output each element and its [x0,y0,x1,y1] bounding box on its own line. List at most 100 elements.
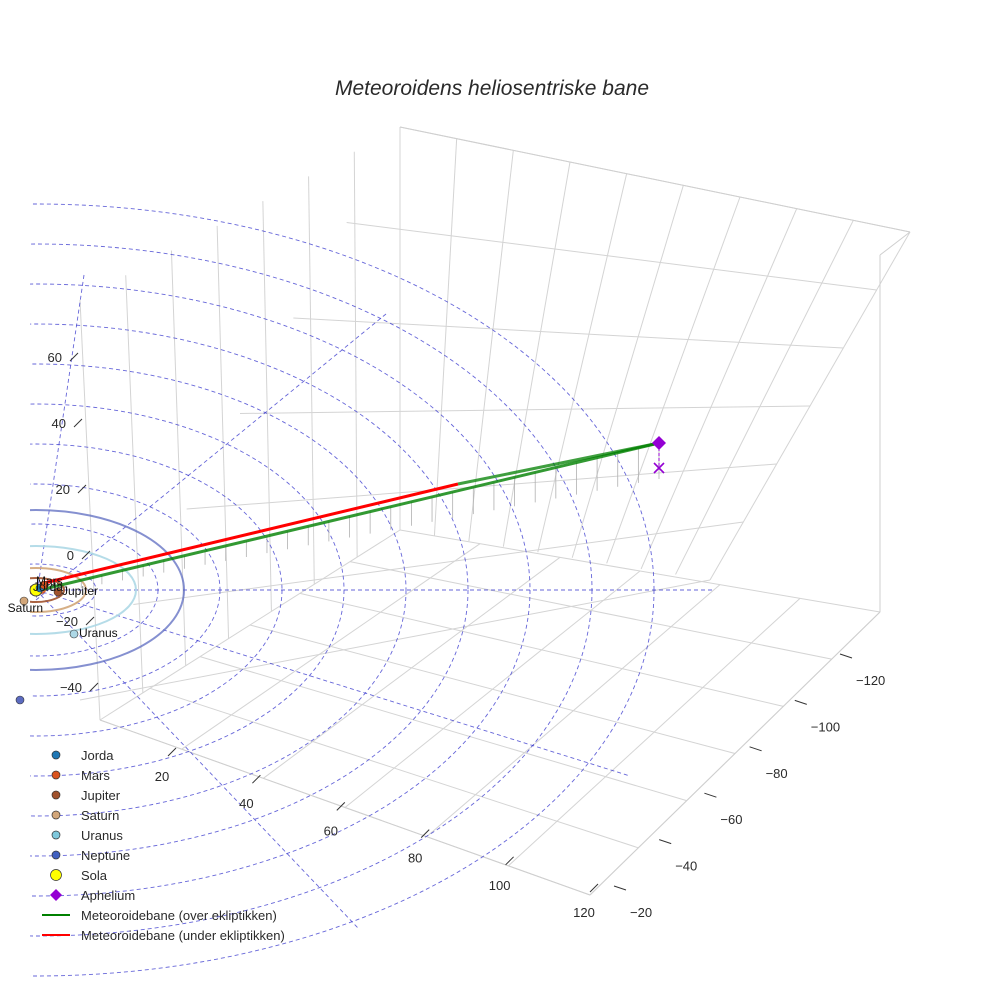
legend-item: Sola [50,868,108,883]
back-wall-gridline [346,222,877,291]
floor-grid [99,529,881,896]
planet-marker-mars [39,580,49,590]
legend-label: Jorda [81,748,114,763]
y-tick-mark [613,885,627,891]
floor-gridline [181,543,481,750]
legend-label: Meteoroidebane (over ekliptikken) [81,908,277,923]
y-tick-mark [749,746,762,752]
x-tick-mark [252,774,261,784]
legend-item: Mars [51,768,110,783]
y-tick-label: −60 [720,812,742,827]
floor-gridline [263,556,561,779]
z-tick-label: 60 [48,350,62,365]
legend-label: Saturn [81,808,119,823]
orbit-saturn [30,567,87,613]
legend-circle-swatch [51,770,61,780]
legend-label: Mars [81,768,110,783]
back-wall-gridline [709,231,911,581]
legend-circle-swatch [51,750,61,760]
legend-circle-swatch [51,830,61,840]
x-tick-mark [336,802,346,811]
z-tick-label: −40 [60,680,82,695]
back-wall-gridline [640,208,798,570]
y-tick-mark [839,653,853,659]
floor-gridline [344,570,641,808]
trajectory-above-segment [39,441,660,592]
reference-axis-line [35,313,387,601]
back-wall-gridline [468,150,514,542]
legend-item: Jorda [51,748,114,763]
box-edges [99,126,911,896]
planet-marker-neptune [15,695,25,705]
y-axis-ticks: −20 −40 −60 −80 −100 −120 [613,653,885,920]
legend-circle-swatch [51,810,61,820]
reference-axis-line [35,589,359,929]
z-tick-mark [73,418,83,428]
legend-label: Jupiter [81,788,121,803]
planet-marker-jupiter [53,587,63,597]
orbit-neptune [30,509,185,671]
trajectory-drop-lines [60,443,660,593]
back-wall-gridline [537,173,628,553]
legend-item: Meteoroidebane (under ekliptikken) [42,928,285,943]
x-tick-label: 20 [155,769,169,784]
z-tick-mark [69,352,79,362]
legend-item: Meteoroidebane (over ekliptikken) [42,908,277,923]
legend-label: Sola [81,868,108,883]
reference-axis-line [35,589,631,777]
y-tick-label: −120 [856,673,885,688]
left-wall-gridline [216,225,230,639]
x-tick-label: 40 [239,796,253,811]
z-axis-ticks: −40 −20 0 20 40 60 [48,350,99,695]
back-wall-gridline [133,521,744,605]
planet-label-mars: Mars [36,574,63,588]
legend-item: Aphelium [50,888,135,903]
legend-item: Jupiter [51,788,121,803]
back-wall-gridline [502,161,571,547]
planet-marker-uranus [69,629,79,639]
back-wall-grid [79,126,911,701]
x-tick-label: 100 [489,878,511,893]
back-wall-gridline [571,185,684,558]
trajectory-below-segment [39,482,459,586]
left-wall-gridline [308,176,315,585]
y-tick-mark [704,792,717,798]
left-wall-gridline [170,250,187,666]
chart-title: Meteoroidens heliosentriske bane [335,77,649,100]
legend-item: Saturn [51,808,119,823]
left-wall-gridline [125,275,144,693]
floor-gridline [99,529,401,721]
reference-circle [30,363,407,817]
back-wall-gridline [606,196,741,564]
meteoroid-trajectory [39,441,660,592]
z-tick-mark [89,682,99,692]
z-tick-mark [77,484,87,494]
floor-gridline [507,597,801,867]
x-tick-mark [505,856,514,866]
x-tick-label: 80 [408,851,422,866]
planet-label-uranus: Uranus [79,626,118,640]
planet-label-jorda: Jorda [33,580,63,594]
z-tick-label: 0 [67,548,74,563]
box-edge [589,611,881,896]
legend-label: Neptune [81,848,130,863]
y-tick-label: −40 [675,859,697,874]
x-tick-label: 120 [573,905,595,920]
legend-diamond-swatch [50,889,62,901]
left-wall-gridline [353,151,358,558]
back-wall-gridline [239,405,811,414]
box-edge [879,231,911,256]
legend-label: Uranus [81,828,123,843]
x-tick-mark [167,747,177,757]
left-wall-gridline [79,299,101,721]
box-edge [399,126,911,233]
legend-item: Neptune [51,848,130,863]
z-tick-label: −20 [56,614,78,629]
orbit-jupiter [30,577,65,603]
legend-circle-swatch [50,869,62,881]
z-tick-label: 40 [52,416,66,431]
y-tick-label: −20 [630,905,652,920]
z-tick-mark [81,550,91,560]
